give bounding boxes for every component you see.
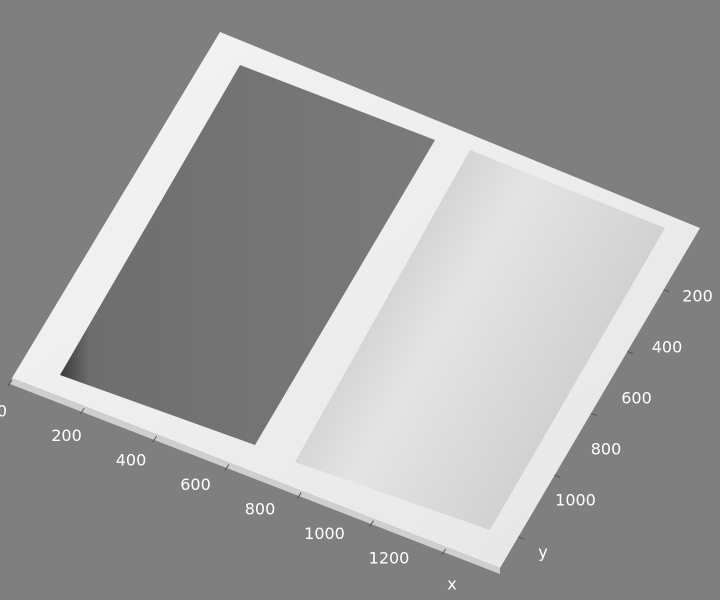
x-tick: [224, 464, 230, 471]
x-tick: [296, 492, 302, 499]
y-tick: [518, 536, 525, 540]
x-tick: [369, 520, 374, 527]
surface-left-region: [60, 65, 435, 445]
y-axis-label: y: [538, 543, 547, 562]
y-tick: [663, 289, 670, 293]
y-tick: [627, 351, 634, 355]
y-tick-label: 400: [652, 338, 683, 357]
x-tick-label: 0: [0, 402, 7, 421]
y-tick-label: 200: [682, 287, 713, 306]
x-tick: [79, 407, 85, 415]
x-tick: [152, 436, 158, 443]
x-tick-label: 800: [245, 500, 276, 519]
x-tick: [441, 548, 447, 556]
x-tick-label: 200: [51, 426, 82, 445]
y-tick-label: 1000: [555, 491, 596, 510]
x-tick-label: 400: [116, 451, 147, 470]
y-tick: [554, 474, 561, 478]
x-tick-label: 600: [180, 475, 211, 494]
axes: 0 200 400 600 800 1000 1200 200 400 600 800 1000: [0, 287, 713, 568]
x-axis-label: x: [447, 575, 456, 594]
surface-edge: [10, 378, 500, 574]
surface-right-region: [295, 150, 665, 530]
x-tick: [7, 379, 13, 387]
y-tick-label: 800: [591, 440, 622, 459]
x-tick-label: 1000: [304, 524, 345, 543]
y-tick-label: 600: [621, 389, 652, 408]
x-tick-label: 1200: [369, 549, 410, 568]
y-tick: [590, 412, 598, 416]
